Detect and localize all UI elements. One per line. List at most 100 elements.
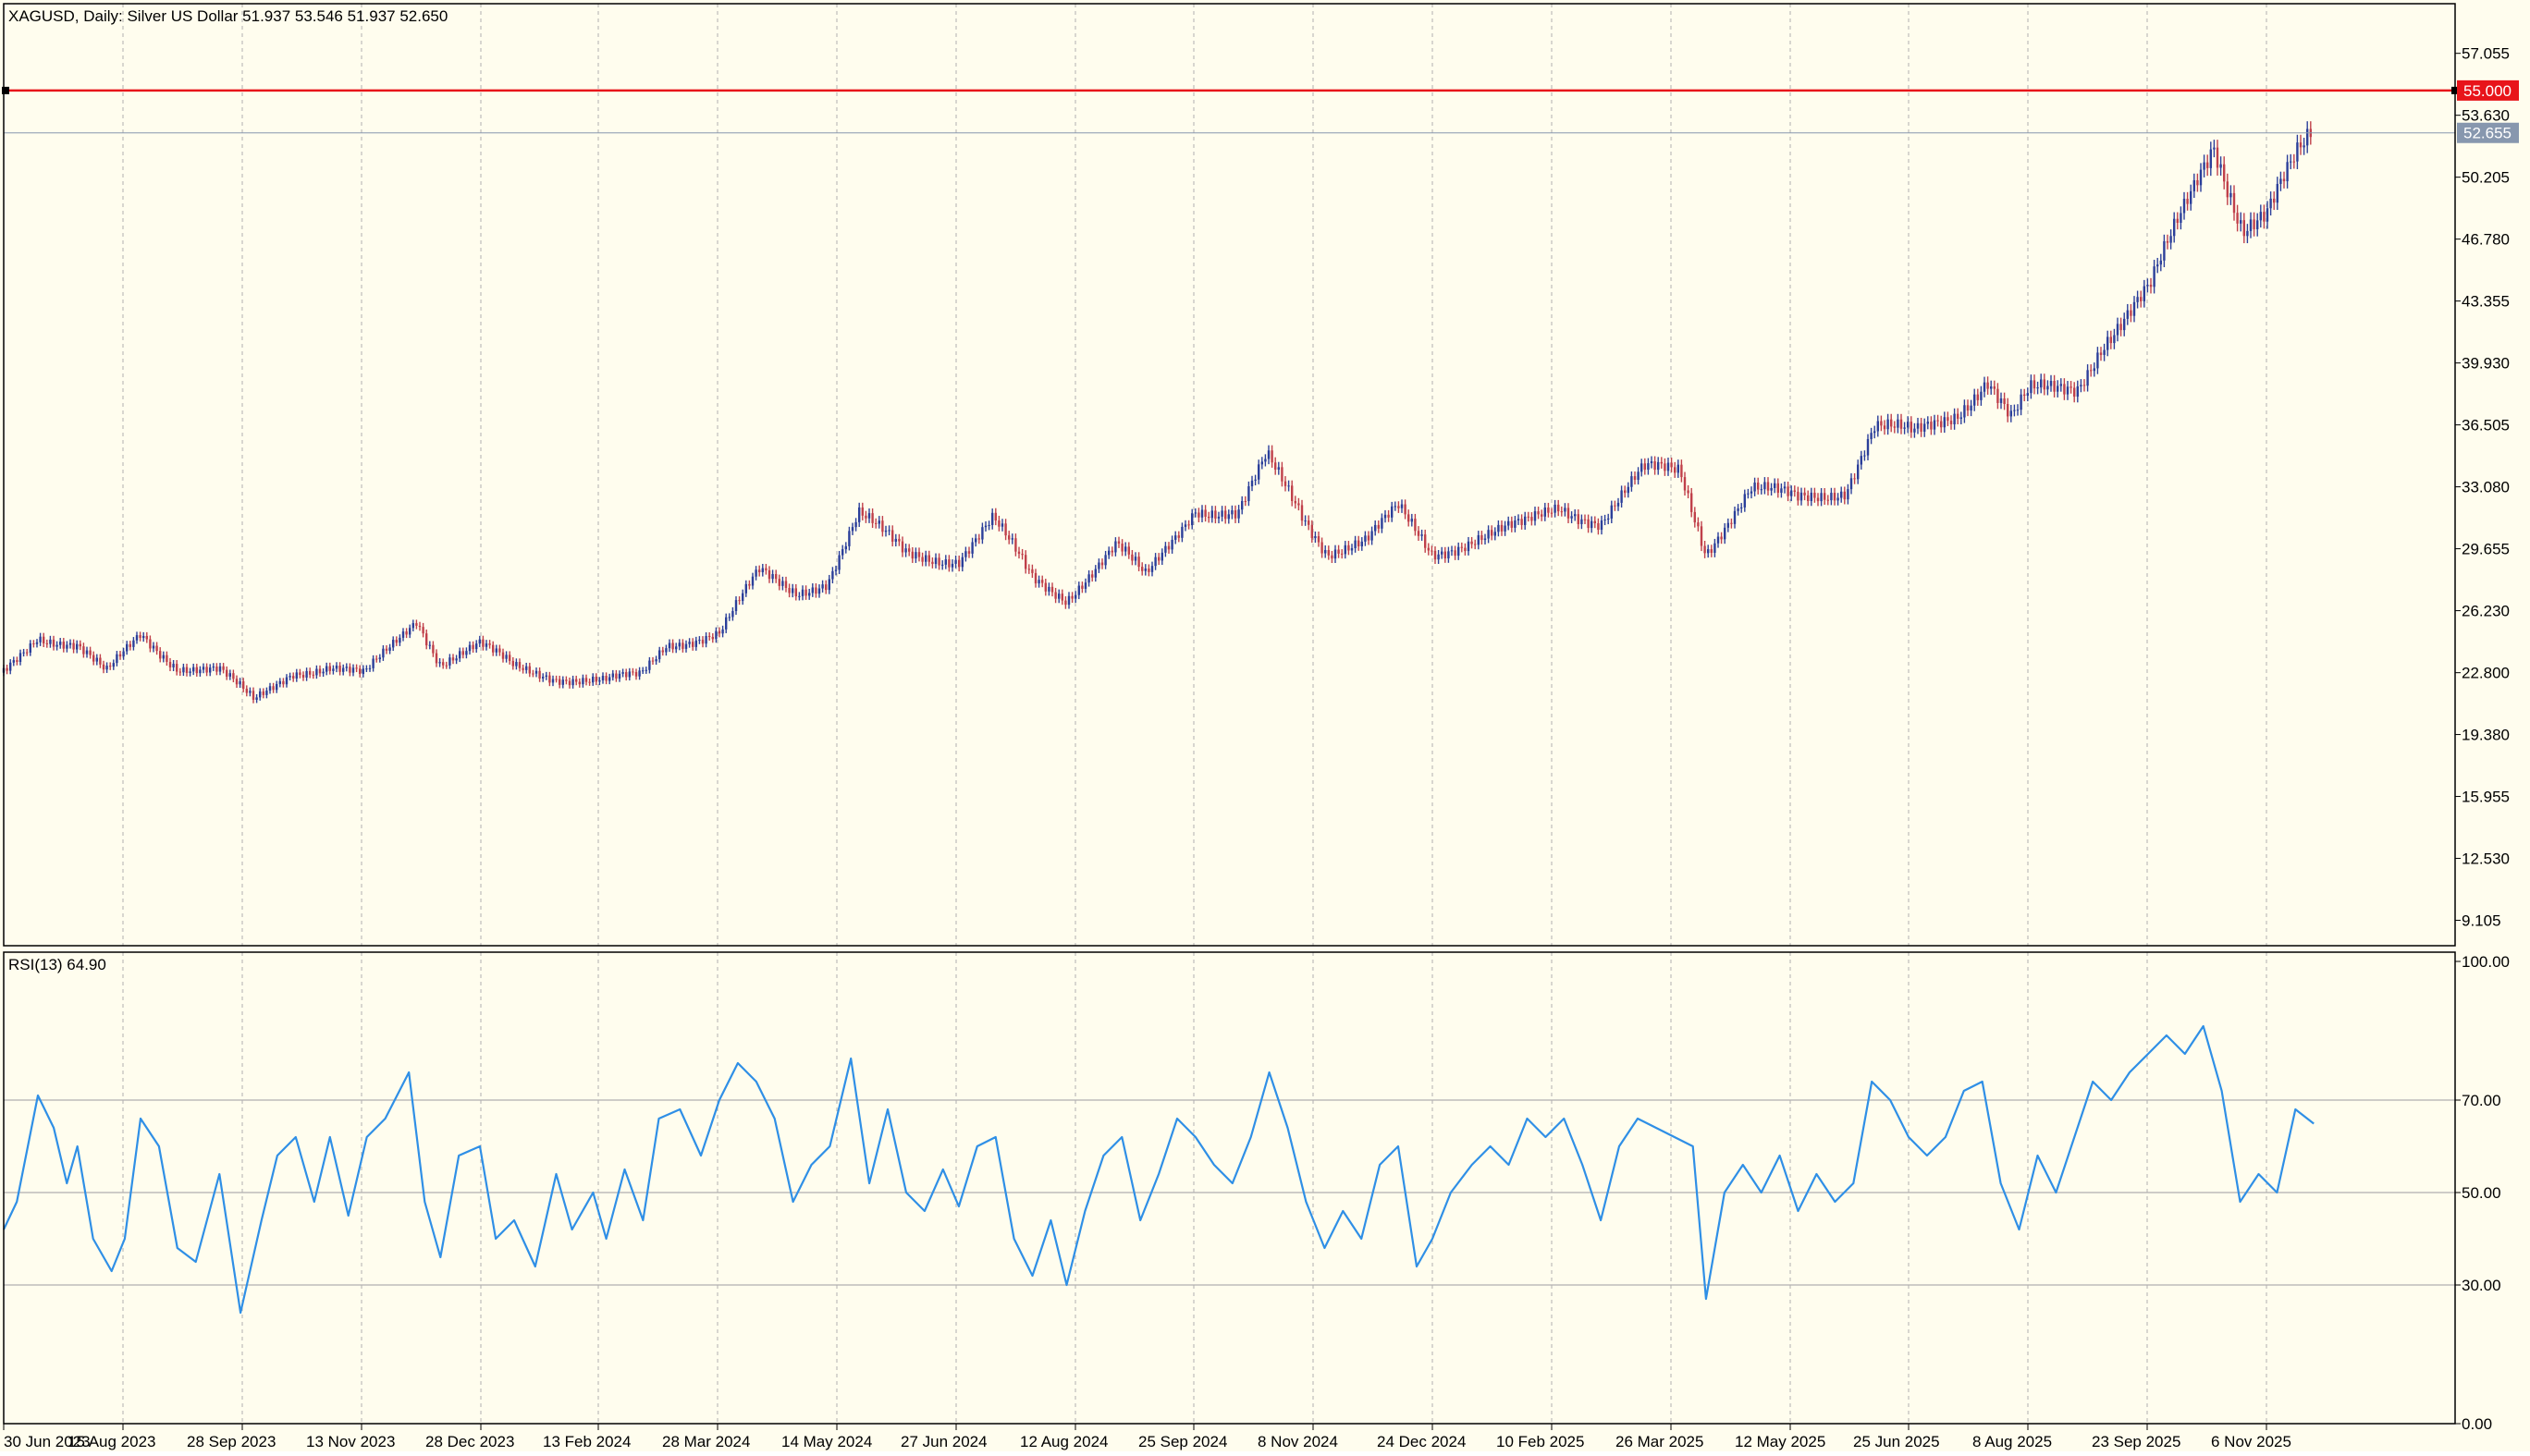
candle — [2099, 352, 2103, 355]
candle — [1753, 483, 1756, 492]
candle — [1084, 582, 1087, 589]
candle — [1810, 492, 1812, 501]
price-series — [2, 121, 2312, 704]
candle — [1450, 550, 1454, 552]
candle — [1331, 555, 1333, 559]
candle — [1221, 510, 1223, 517]
candle — [1194, 512, 1197, 514]
candle — [488, 643, 491, 645]
candle — [545, 675, 547, 678]
candle — [1171, 539, 1173, 550]
rsi-y-tick-label: 50.00 — [2462, 1184, 2501, 1202]
price-y-tick-label: 46.780 — [2462, 231, 2510, 249]
candle — [52, 639, 55, 647]
candle — [301, 675, 305, 678]
candle — [731, 610, 734, 618]
candle — [2263, 212, 2266, 222]
candle — [559, 679, 561, 685]
candle — [448, 657, 451, 666]
candle — [1464, 547, 1467, 552]
candle — [784, 581, 788, 589]
candle — [1716, 536, 1720, 544]
candle — [1943, 417, 1946, 428]
candle — [1437, 554, 1440, 560]
candle — [1593, 520, 1596, 523]
candle — [349, 667, 351, 673]
candle — [1897, 419, 1899, 428]
candle — [1990, 386, 1993, 389]
candle — [2166, 240, 2169, 243]
candle — [878, 520, 880, 524]
candle — [655, 659, 657, 662]
candle — [1763, 482, 1766, 490]
candle — [318, 668, 322, 674]
candle — [1487, 530, 1490, 539]
candle — [2299, 142, 2303, 148]
candle — [1530, 517, 1533, 521]
candle — [109, 666, 112, 667]
price-y-tick-label: 22.800 — [2462, 665, 2510, 682]
candle — [964, 551, 967, 557]
candle — [172, 664, 175, 667]
candle — [634, 672, 638, 677]
candle — [744, 583, 747, 593]
x-tick-label: 13 Feb 2024 — [543, 1433, 631, 1450]
candle — [342, 667, 345, 672]
candle — [1001, 523, 1004, 527]
candle — [1254, 479, 1257, 481]
candle — [618, 673, 621, 679]
candle — [1297, 503, 1300, 506]
candle — [472, 644, 474, 650]
x-tick-label: 15 Aug 2023 — [68, 1433, 155, 1450]
candle — [658, 650, 661, 660]
candle — [1747, 493, 1750, 495]
candle — [1863, 455, 1866, 457]
candle — [1021, 554, 1024, 556]
candle — [2296, 142, 2299, 162]
candle — [245, 689, 248, 693]
candle — [1497, 524, 1500, 532]
resistance-price-tag — [2457, 80, 2519, 101]
candle — [1414, 519, 1417, 532]
candle — [1258, 464, 1260, 480]
candle — [595, 676, 597, 682]
candle — [228, 673, 231, 677]
price-y-tick-label: 57.055 — [2462, 45, 2510, 63]
candle — [2132, 301, 2136, 316]
candle — [1849, 478, 1853, 490]
candle — [32, 642, 35, 644]
candle — [1041, 580, 1044, 583]
candle — [861, 507, 864, 516]
candle — [575, 679, 578, 682]
price-tag-label: 55.000 — [2463, 82, 2512, 100]
candle — [1876, 421, 1879, 432]
candle — [1693, 511, 1696, 523]
candle — [632, 671, 634, 673]
candle — [2143, 286, 2145, 301]
candle — [328, 666, 331, 671]
candle — [265, 691, 268, 695]
candle — [844, 545, 847, 550]
candle — [998, 520, 1001, 527]
candle — [126, 643, 129, 652]
candle — [365, 668, 368, 670]
candle — [322, 671, 325, 674]
candle — [432, 644, 435, 654]
candle — [571, 679, 574, 686]
candle — [518, 662, 522, 668]
candle — [2236, 213, 2239, 224]
candle — [841, 549, 844, 556]
candle — [888, 530, 890, 532]
candle — [768, 569, 771, 580]
candle — [215, 667, 218, 672]
candle — [1420, 534, 1423, 536]
candle — [1920, 422, 1922, 432]
candle — [1264, 459, 1267, 462]
candle — [178, 671, 181, 673]
candle — [1710, 549, 1713, 554]
price-y-tick-label: 9.105 — [2462, 912, 2501, 930]
candle — [1674, 467, 1676, 473]
candle — [1607, 518, 1610, 520]
candle — [611, 673, 614, 678]
